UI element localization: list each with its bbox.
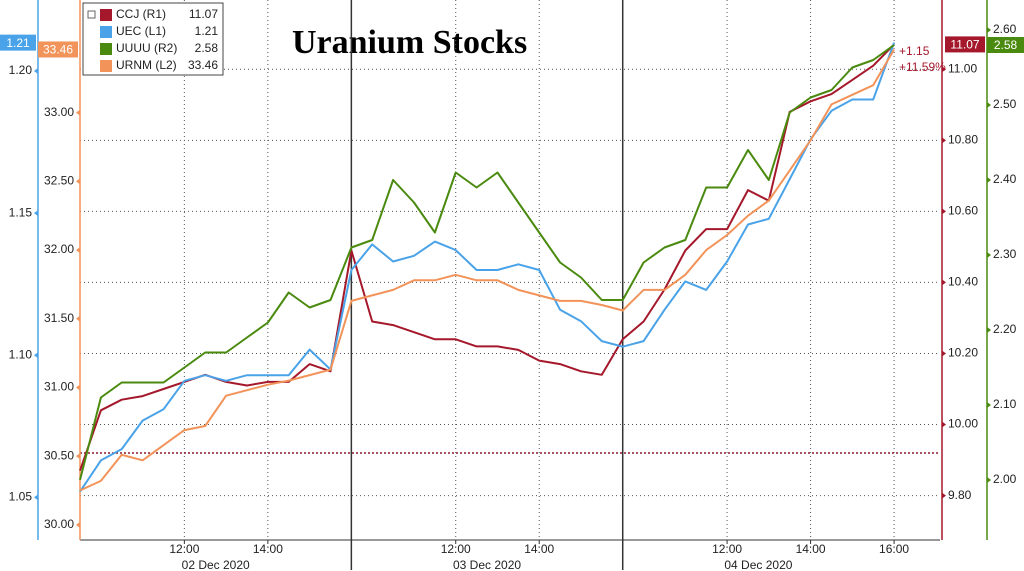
y-tick-label: 2.10 [993,397,1017,411]
x-tick-label: 12:00 [441,542,471,556]
x-tick-label: 14:00 [253,542,283,556]
legend-value: 1.21 [195,24,219,38]
y-tick [34,210,38,217]
y-tick [987,252,991,258]
y-tick [987,102,991,108]
x-group-label: 03 Dec 2020 [453,558,521,571]
annotation: +1.15 [899,44,930,58]
value-tag [38,41,78,58]
legend-label: URNM (L2) [116,58,177,72]
legend-value: 11.07 [189,7,218,21]
legend-swatch [100,60,112,72]
y-tick [942,66,946,73]
value-tag-label: 33.46 [43,43,73,57]
y-tick [942,421,946,428]
y-tick [34,494,38,501]
y-tick [76,453,80,460]
y-tick-label: 2.20 [993,322,1017,336]
y-tick [34,68,38,75]
legend-label: UUUU (R2) [116,41,177,55]
value-tag [945,36,985,53]
y-tick-label: 32.50 [44,174,74,188]
y-tick-label: 10.60 [948,204,978,218]
legend-value: 33.46 [188,58,218,72]
y-tick-label: 2.60 [993,22,1017,36]
x-group-label: 02 Dec 2020 [182,558,250,571]
y-tick [76,521,80,528]
legend-swatch [100,9,112,21]
y-tick-label: 10.00 [948,417,978,431]
y-tick [76,315,80,322]
y-tick-label: 1.05 [9,490,33,504]
y-tick [76,109,80,116]
y-tick-label: 30.00 [44,517,74,531]
series-line [79,42,896,493]
y-tick-label: 2.30 [993,247,1017,261]
y-tick-label: 2.00 [993,472,1017,486]
y-tick [942,137,946,144]
y-tick [76,247,80,254]
y-tick [987,27,991,33]
legend-value: 2.58 [195,41,219,55]
x-tick-label: 14:00 [524,542,554,556]
y-tick-label: 2.40 [993,172,1017,186]
y-tick-label: 31.00 [44,380,74,394]
y-tick [942,208,946,215]
y-tick-label: 32.00 [44,242,74,256]
y-tick-label: 33.00 [44,105,74,119]
y-tick [987,327,991,333]
y-tick [34,352,38,359]
y-tick-label: 1.15 [9,205,33,219]
legend-swatch [100,26,112,38]
value-tag-label: 2.58 [994,38,1018,52]
legend-label: UEC (L1) [116,24,166,38]
x-tick-label: 12:00 [712,542,742,556]
y-tick-label: 2.50 [993,97,1017,111]
y-tick-label: 10.20 [948,346,978,360]
value-tag [987,37,1024,53]
series-line [79,48,895,492]
x-tick-label: 12:00 [169,542,199,556]
y-tick-label: 11.00 [948,61,977,75]
value-tag-label: 11.07 [950,38,979,52]
legend-label: CCJ (R1) [116,7,166,21]
annotation: +11.59% [899,60,946,74]
y-tick-label: 1.20 [9,63,33,77]
x-group-label: 04 Dec 2020 [724,558,792,571]
y-tick-label: 30.50 [44,448,74,462]
y-tick-label: 9.80 [948,488,972,502]
y-tick [76,178,80,185]
value-tag [0,34,36,51]
y-tick [987,477,991,483]
y-tick [987,402,991,408]
chart-title: Uranium Stocks [292,24,527,61]
y-tick [942,492,946,499]
legend-swatch [100,43,112,55]
x-tick-label: 14:00 [796,542,826,556]
y-tick-label: 1.10 [9,347,33,361]
value-tag-label: 1.21 [6,36,30,50]
y-tick [942,279,946,286]
series-line [79,43,895,472]
y-tick-label: 31.50 [44,311,74,325]
y-tick-label: 10.80 [948,133,978,147]
y-tick [942,350,946,357]
x-tick-label: 16:00 [879,542,909,556]
legend-icon [87,10,96,19]
y-tick [987,177,991,183]
series-line [79,44,895,481]
y-tick-label: 10.40 [948,275,978,289]
y-tick [76,384,80,391]
